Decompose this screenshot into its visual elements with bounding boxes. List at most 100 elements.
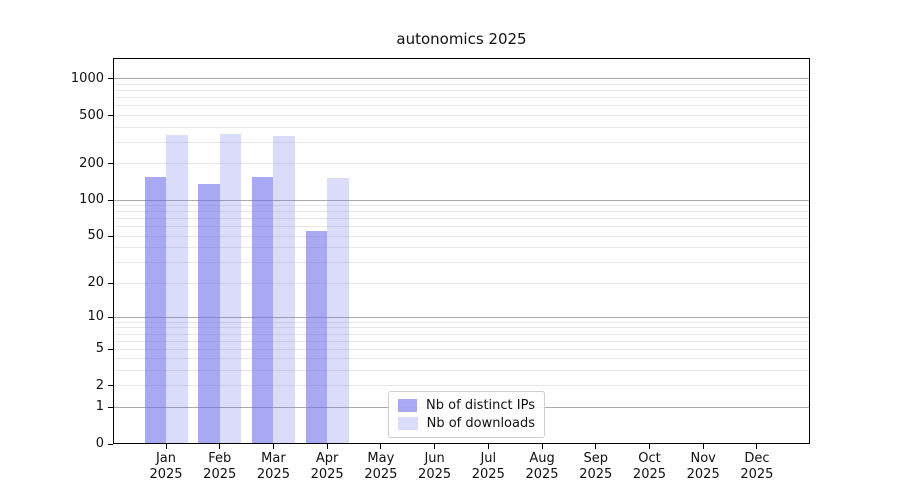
x-tick-mark (165, 444, 167, 449)
minor-gridline (113, 115, 810, 117)
y-tick-label: 1 (95, 399, 104, 415)
x-tick-mark (702, 444, 704, 449)
major-gridline (113, 316, 810, 318)
y-tick-mark (108, 282, 113, 284)
major-gridline (113, 199, 810, 201)
x-tick-mark (326, 444, 328, 449)
x-tick-mark (272, 444, 274, 449)
y-tick-label: 500 (79, 107, 104, 123)
y-tick-mark (108, 385, 113, 387)
y-tick-label: 20 (87, 275, 104, 291)
x-tick-label-year: 2025 (525, 467, 559, 482)
y-tick-mark (108, 115, 113, 117)
minor-gridline (113, 321, 810, 323)
legend-row-downloads: Nb of downloads (398, 416, 535, 431)
y-tick-mark (108, 163, 113, 165)
y-tick-mark (108, 235, 113, 237)
x-tick-label: Apr 2025 (299, 451, 355, 483)
minor-gridline (113, 235, 810, 237)
minor-gridline (113, 358, 810, 360)
x-tick-mark (487, 444, 489, 449)
x-tick-label-year: 2025 (364, 467, 398, 482)
y-tick-mark (108, 199, 113, 201)
x-tick-label: Jul 2025 (460, 451, 516, 483)
bar-nb-of-downloads-feb (219, 133, 242, 444)
minor-gridline (113, 97, 810, 99)
minor-gridline (113, 84, 810, 86)
minor-gridline (113, 105, 810, 107)
x-tick-label-year: 2025 (256, 467, 290, 482)
minor-gridline (113, 327, 810, 329)
legend-row-distinct-ips: Nb of distinct IPs (398, 398, 535, 413)
bar-nb-of-distinct-ips-jan (144, 176, 166, 444)
x-tick-label-year: 2025 (203, 467, 237, 482)
x-tick-label: Sep 2025 (568, 451, 624, 483)
x-tick-label: Jan 2025 (138, 451, 194, 483)
y-tick-mark (108, 406, 113, 408)
minor-gridline (113, 163, 810, 165)
bar-nb-of-downloads-apr (327, 177, 349, 444)
x-tick-label: May 2025 (353, 451, 409, 483)
legend-label-distinct-ips: Nb of distinct IPs (426, 397, 535, 413)
minor-gridline (113, 262, 810, 264)
minor-gridline (113, 333, 810, 335)
x-tick-mark (756, 444, 758, 449)
x-tick-mark (595, 444, 597, 449)
x-tick-label: Dec 2025 (729, 451, 785, 483)
x-tick-label-year: 2025 (740, 467, 774, 482)
y-tick-mark (108, 443, 113, 445)
y-tick-label: 1000 (70, 70, 104, 86)
x-tick-label: Nov 2025 (675, 451, 731, 483)
x-tick-mark (648, 444, 650, 449)
x-tick-label: Jun 2025 (407, 451, 463, 483)
y-tick-label: 10 (87, 309, 104, 325)
legend-swatch-downloads (398, 417, 418, 431)
x-tick-label: Mar 2025 (245, 451, 301, 483)
legend-label-downloads: Nb of downloads (426, 416, 535, 432)
x-tick-label-year: 2025 (579, 467, 613, 482)
x-tick-label-year: 2025 (149, 467, 183, 482)
x-tick-label-year: 2025 (310, 467, 344, 482)
y-tick-label: 2 (95, 377, 104, 393)
x-tick-label-year: 2025 (471, 467, 505, 482)
y-tick-label: 200 (79, 155, 104, 171)
major-gridline (113, 78, 810, 80)
plot-area (113, 58, 810, 444)
x-tick-label: Aug 2025 (514, 451, 570, 483)
legend-swatch-distinct-ips (398, 398, 418, 412)
x-tick-label: Oct 2025 (621, 451, 677, 483)
minor-gridline (113, 226, 810, 228)
minor-gridline (113, 340, 810, 342)
y-tick-label: 100 (79, 192, 104, 208)
y-tick-mark (108, 78, 113, 80)
minor-gridline (113, 370, 810, 372)
minor-gridline (113, 126, 810, 128)
minor-gridline (113, 205, 810, 207)
y-tick-label: 5 (95, 341, 104, 357)
y-tick-mark (108, 348, 113, 350)
y-tick-mark (108, 316, 113, 318)
x-tick-label-year: 2025 (686, 467, 720, 482)
minor-gridline (113, 90, 810, 92)
chart-title: autonomics 2025 (396, 30, 527, 48)
minor-gridline (113, 282, 810, 284)
x-tick-mark (380, 444, 382, 449)
minor-gridline (113, 385, 810, 387)
bar-nb-of-distinct-ips-feb (198, 184, 220, 444)
bar-nb-of-downloads-mar (273, 135, 295, 444)
x-tick-mark (541, 444, 543, 449)
y-tick-label: 0 (95, 436, 104, 451)
minor-gridline (113, 348, 810, 350)
minor-gridline (113, 218, 810, 220)
bar-nb-of-distinct-ips-apr (305, 231, 328, 444)
x-tick-label: Feb 2025 (192, 451, 248, 483)
y-tick-label: 50 (87, 228, 104, 244)
bar-nb-of-downloads-jan (166, 135, 188, 444)
minor-gridline (113, 141, 810, 143)
x-tick-label-year: 2025 (418, 467, 452, 482)
minor-gridline (113, 211, 810, 213)
bar-nb-of-distinct-ips-mar (251, 176, 274, 444)
x-tick-label-year: 2025 (632, 467, 667, 482)
minor-gridline (113, 247, 810, 249)
